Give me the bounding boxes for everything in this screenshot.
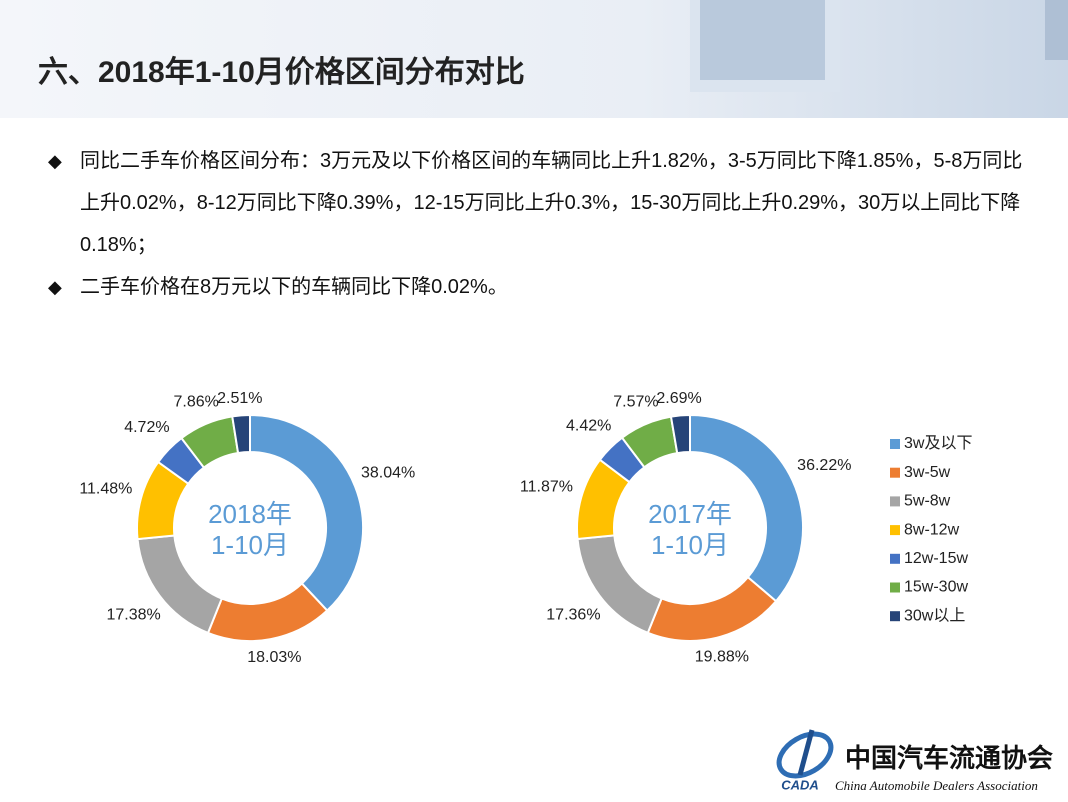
data-label: 7.86% xyxy=(174,394,219,411)
data-label: 4.72% xyxy=(124,419,169,436)
center-label: 1-10月 xyxy=(211,530,289,560)
donut-slice xyxy=(249,413,364,612)
data-label: 36.22% xyxy=(797,457,851,474)
data-label: 2.51% xyxy=(217,390,262,407)
legend-swatch xyxy=(890,525,900,536)
legend-label: 3w及以下 xyxy=(904,435,972,452)
legend-swatch xyxy=(890,611,900,622)
logo-text: CADA xyxy=(781,777,819,792)
center-label: 2017年 xyxy=(648,499,732,529)
donut-slice xyxy=(231,413,251,455)
logo-mark xyxy=(776,731,834,779)
data-label: 2.69% xyxy=(656,390,701,407)
bullet-list: 同比二手车价格区间分布：3万元及以下价格区间的车辆同比上升1.82%，3-5万同… xyxy=(48,140,1023,308)
legend-swatch xyxy=(890,439,900,449)
legend-label: 12w-15w xyxy=(904,550,968,567)
bullet: 同比二手车价格区间分布：3万元及以下价格区间的车辆同比上升1.82%，3-5万同… xyxy=(48,140,1023,266)
bullet: 二手车价格在8万元以下的车辆同比下降0.02%。 xyxy=(48,266,1023,308)
legend-swatch xyxy=(890,582,900,593)
header-decor xyxy=(1045,0,1068,60)
slide-title: 六、2018年1-10月价格区间分布对比 xyxy=(38,56,525,89)
data-label: 7.57% xyxy=(613,394,658,411)
legend-label: 3w-5w xyxy=(904,464,951,481)
data-label: 18.03% xyxy=(247,649,301,666)
logo-mark xyxy=(797,729,815,776)
donut-slice xyxy=(669,413,691,455)
donut-slice xyxy=(206,582,329,642)
data-label: 11.48% xyxy=(79,481,132,498)
data-label: 17.38% xyxy=(106,607,160,624)
legend-swatch xyxy=(890,553,900,564)
data-label: 19.88% xyxy=(695,649,749,666)
donut-slice xyxy=(689,413,804,603)
center-label: 2018年 xyxy=(208,499,292,529)
legend-label: 15w-30w xyxy=(904,579,968,596)
data-label: 17.36% xyxy=(546,606,600,623)
data-label: 38.04% xyxy=(361,465,415,482)
legend-swatch xyxy=(890,496,900,507)
legend-swatch xyxy=(890,467,900,478)
header-decor xyxy=(700,0,825,80)
legend-label: 8w-12w xyxy=(904,521,960,538)
data-label: 11.87% xyxy=(520,479,573,496)
donut-slice xyxy=(646,575,778,642)
center-label: 1-10月 xyxy=(651,530,729,560)
header-band xyxy=(0,0,1068,118)
legend-label: 30w以上 xyxy=(904,606,965,624)
legend-label: 5w-8w xyxy=(904,493,951,510)
org-name-en: China Automobile Dealers Association xyxy=(835,778,1038,793)
data-label: 4.42% xyxy=(566,418,611,435)
org-name-cn: 中国汽车流通协会 xyxy=(845,743,1053,774)
